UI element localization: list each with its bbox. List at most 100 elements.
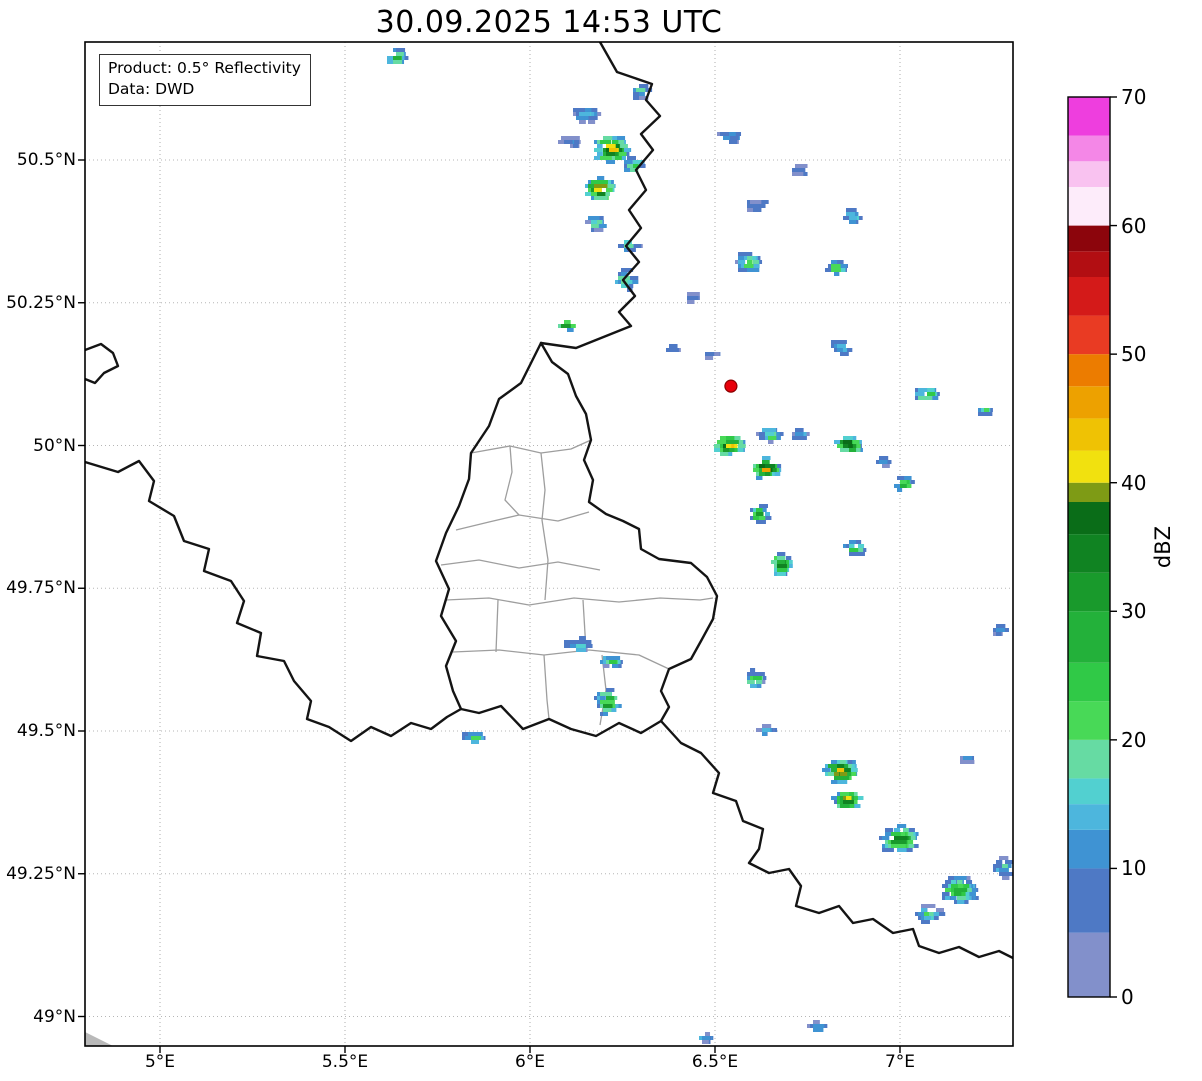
radar-echo-cell — [849, 764, 855, 768]
radar-echo — [756, 428, 784, 444]
radar-echo-cell — [624, 276, 630, 280]
radar-echo-cell — [846, 800, 854, 804]
radar-echo-cell — [897, 844, 906, 848]
radar-echo-cell — [951, 884, 958, 888]
radar-echo-cell — [723, 136, 730, 140]
radar-echo-cell — [591, 180, 600, 184]
radar-echo-cell — [852, 448, 861, 452]
radar-echo-cell — [837, 444, 845, 448]
radar-echo-cell — [900, 480, 907, 484]
radar-echo-cell — [615, 664, 622, 668]
radar-echo-cell — [711, 352, 718, 356]
radar-echo-cell — [978, 412, 988, 416]
radar-echo-cell — [633, 160, 642, 164]
radar-echo-cell — [618, 152, 627, 156]
radar-echo-cell — [927, 392, 936, 396]
radar-echo-cell — [735, 440, 744, 444]
radar-echo-cell — [906, 832, 914, 836]
radar-echo-cell — [843, 444, 849, 448]
radar-echo-cell — [579, 636, 586, 640]
radar-echo-cell — [762, 728, 770, 732]
radar-echo-cell — [639, 84, 649, 88]
radar-echo-cell — [759, 472, 769, 476]
radar-echo-cell — [594, 112, 602, 116]
radar-echo-cell — [798, 168, 804, 172]
radar-echo — [717, 132, 742, 144]
radar-echo-cell — [603, 192, 610, 196]
regional-border — [543, 654, 550, 720]
radar-echo-cell — [840, 340, 847, 344]
radar-echo-cell — [630, 276, 639, 280]
radar-echo-cell — [762, 468, 771, 472]
radar-echo-cell — [891, 832, 901, 836]
radar-echo-cell — [564, 320, 571, 324]
radar-echo-cell — [576, 108, 586, 112]
radar-echo-cell — [603, 700, 609, 704]
colorbar-segment — [1068, 868, 1110, 933]
colorbar-tick-label: 20 — [1121, 727, 1147, 752]
radar-echo-cell — [609, 660, 617, 664]
radar-echo-cell — [750, 676, 756, 680]
radar-echo-cell — [759, 504, 768, 508]
radar-echo-cell — [906, 836, 916, 840]
radar-echo-cell — [732, 436, 741, 440]
colorbar-segment — [1068, 187, 1110, 226]
radar-echo-cell — [471, 736, 481, 740]
radar-echo-cell — [834, 776, 844, 780]
radar-echo-cell — [996, 864, 1006, 868]
radar-echo-cell — [843, 348, 853, 352]
radar-echo-cell — [765, 456, 771, 460]
radar-echo-cell — [576, 648, 586, 652]
radar-echo-cell — [564, 644, 570, 648]
y-tick-label: 50°N — [33, 435, 76, 456]
radar-echo-cell — [957, 900, 965, 904]
radar-echo-cell — [843, 804, 850, 808]
radar-echo — [585, 216, 607, 232]
radar-echo-cell — [756, 512, 764, 516]
radar-echo-cell — [600, 696, 606, 700]
colorbar-tick-label: 10 — [1121, 856, 1147, 881]
radar-echo-cell — [558, 140, 568, 144]
radar-echo-cell — [465, 736, 475, 740]
radar-echo-cell — [606, 188, 613, 192]
radar-echo — [756, 724, 778, 736]
radar-echo-cell — [996, 624, 1004, 628]
radar-echo-cell — [837, 764, 845, 768]
radar-echo-cell — [948, 876, 958, 880]
radar-echo-cell — [966, 760, 975, 764]
radar-echo-cell — [831, 260, 838, 264]
radar-echo-cell — [672, 344, 678, 348]
radar-echo-cell — [906, 840, 914, 844]
radar-echo-cell — [759, 508, 767, 512]
radar-echo — [735, 252, 763, 272]
map-corner-patch — [85, 1032, 113, 1046]
radar-echo-cell — [906, 844, 915, 848]
radar-echo-cell — [957, 896, 966, 900]
radar-echo — [753, 456, 782, 480]
colorbar-segment — [1068, 251, 1110, 277]
radar-echo-cell — [474, 732, 482, 736]
plot-frame — [84, 41, 1014, 1047]
radar-echo-cell — [963, 896, 970, 900]
radar-echo-cell — [756, 520, 766, 524]
radar-echo — [822, 760, 858, 784]
colorbar-segment — [1068, 450, 1110, 483]
radar-echo — [600, 656, 623, 668]
radar-echo-cell — [615, 140, 625, 144]
x-tick-label: 5°E — [144, 1052, 176, 1072]
radar-echo-cell — [828, 264, 834, 268]
colorbar-segment — [1068, 135, 1110, 162]
radar-echo-cell — [933, 916, 939, 920]
radar-echo-cell — [594, 216, 600, 220]
radar-echo — [387, 48, 409, 64]
radar-echo-cell — [687, 292, 693, 296]
radar-echo-cell — [831, 340, 841, 344]
radar-echo-cell — [756, 728, 762, 732]
radar-echo-cell — [849, 772, 857, 776]
radar-echo-cell — [1002, 872, 1011, 876]
radar-echo — [558, 136, 581, 148]
radar-echo-cell — [843, 764, 849, 768]
radar-echo-cell — [600, 196, 608, 200]
y-tick-label: 49.5°N — [16, 721, 76, 741]
radar-echo-cell — [834, 348, 840, 352]
